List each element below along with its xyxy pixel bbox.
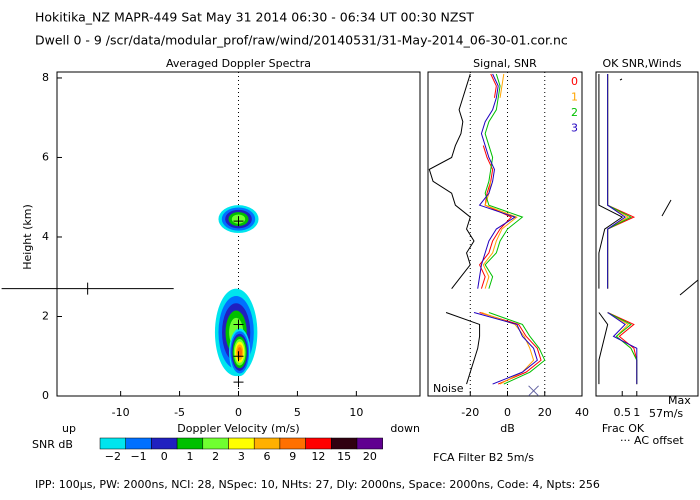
colorbar-tick-label: 0 [161, 450, 168, 463]
x-tick-label: 5 [294, 406, 301, 419]
colorbar-tick-label: 1 [186, 450, 193, 463]
colorbar-tick-label: −2 [105, 450, 121, 463]
colorbar-tick-label: 15 [337, 450, 351, 463]
colorbar-tick-label: −1 [130, 450, 146, 463]
profile-line [473, 73, 538, 385]
x-axis-label: dB [500, 422, 515, 435]
x-tick-label: -20 [461, 406, 479, 419]
x-tick-label: 0.5 [613, 406, 631, 419]
x-tick-label: 0 [504, 406, 511, 419]
x-tick-label: 10 [349, 406, 363, 419]
profile-line [598, 73, 624, 385]
colorbar-tick-label: 20 [363, 450, 377, 463]
profile-line [484, 73, 546, 385]
colorbar-tick-label: 9 [289, 450, 296, 463]
x-tick-label: -5 [174, 406, 185, 419]
colorbar-cell [253, 437, 281, 450]
ac-offset-note: ··· AC offset [620, 434, 684, 447]
left-label: up [62, 422, 76, 435]
noise-marker [528, 385, 539, 397]
footer: IPP: 100µs, PW: 2000ns, NCI: 28, NSpec: … [35, 478, 600, 491]
peak-marker [233, 351, 244, 362]
colorbar-cell [228, 437, 255, 450]
panel-title: Signal, SNR [473, 57, 537, 70]
profile-line [478, 73, 542, 385]
y-tick-label: 2 [42, 309, 49, 322]
y-tick-label: 0 [42, 389, 49, 402]
wind-bar [1, 282, 174, 295]
x-tick-label: 40 [575, 406, 589, 419]
colorbar-cell [99, 437, 126, 450]
x-axis-label: Frac OK [602, 422, 645, 435]
colorbar-cell [305, 437, 332, 450]
wind-vector [679, 279, 699, 296]
right-label: down [390, 422, 420, 435]
colorbar-cell [279, 437, 306, 450]
plot-frame [427, 71, 583, 397]
colorbar-tick-label: 6 [264, 450, 271, 463]
colorbar-cell [331, 437, 358, 450]
legend-label: 3 [571, 122, 578, 135]
max-value: 57m/s [649, 407, 683, 420]
colorbar-cell [125, 437, 152, 450]
x-tick-label: 20 [538, 406, 552, 419]
panel-title: OK SNR,Winds [602, 57, 681, 70]
colorbar-tick-label: 2 [212, 450, 219, 463]
colorbar-cell [151, 437, 178, 450]
legend-label: 2 [571, 106, 578, 119]
colorbar-cell [202, 437, 229, 450]
peak-marker [233, 216, 244, 227]
x-tick-label: 1 [633, 406, 640, 419]
wind-vector [661, 199, 672, 217]
header-title: Hokitika_NZ MAPR-449 Sat May 31 2014 06:… [35, 10, 474, 25]
y-tick-label: 8 [42, 71, 49, 84]
panel-title: Averaged Doppler Spectra [166, 57, 311, 70]
annotation: Noise [433, 382, 464, 395]
colorbar-tick-label: 3 [238, 450, 245, 463]
profile-line [428, 73, 481, 385]
peak-marker [233, 377, 244, 388]
wind-vector [619, 78, 623, 81]
legend-label: 1 [571, 91, 578, 104]
y-tick-label: 4 [42, 230, 49, 243]
legend-label: 0 [571, 75, 578, 88]
max-label: Max [668, 394, 691, 407]
profile-line [607, 73, 638, 385]
colorbar-cell [176, 437, 204, 450]
x-tick-label: 0 [235, 406, 242, 419]
peak-marker [233, 319, 244, 330]
x-tick-label: -10 [112, 406, 130, 419]
colorbar-tick-label: 12 [311, 450, 325, 463]
x-axis-label: Doppler Velocity (m/s) [177, 422, 299, 435]
colorbar-label: SNR dB [32, 438, 73, 451]
colorbar-cell [356, 437, 383, 450]
filter-note: FCA Filter B2 5m/s [433, 451, 534, 464]
plot-frame [595, 71, 699, 397]
y-tick-label: 6 [42, 150, 49, 163]
header-subtitle: Dwell 0 - 9 /scr/data/modular_prof/raw/w… [35, 33, 568, 48]
y-axis-label: Height (km) [21, 204, 34, 270]
